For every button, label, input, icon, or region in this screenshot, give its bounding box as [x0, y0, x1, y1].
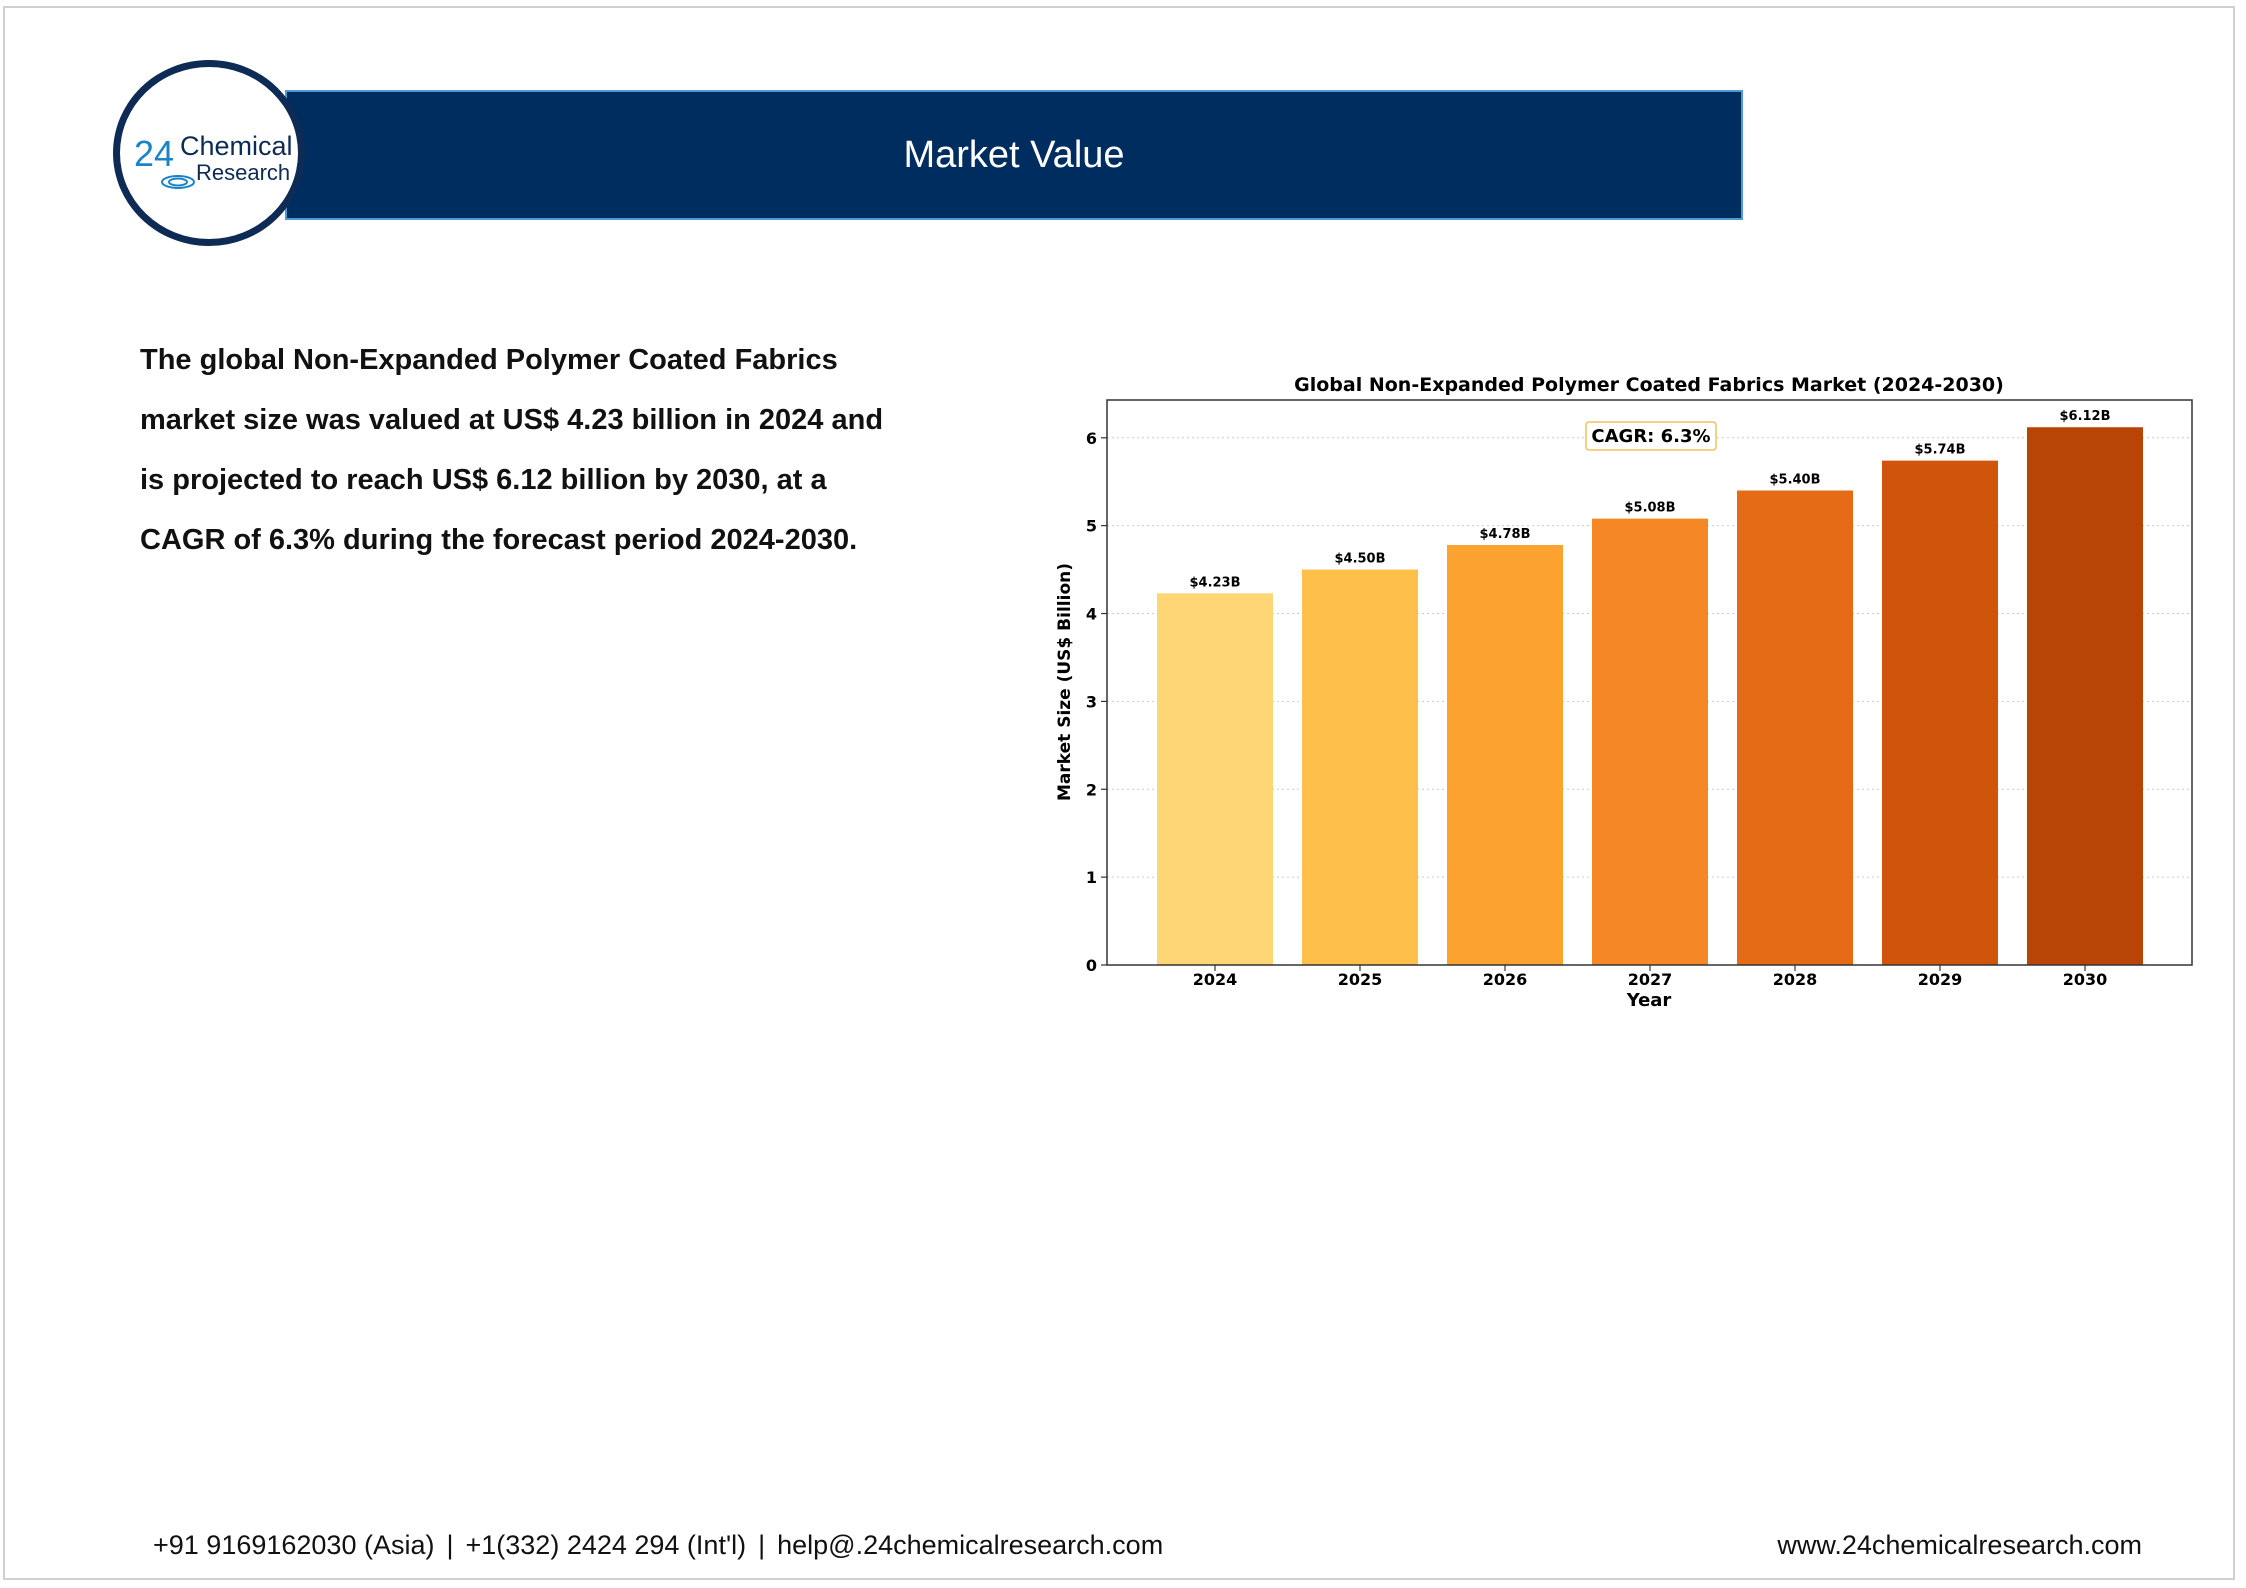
- bar-2029: [1882, 460, 1998, 965]
- bar-chart-svg: Global Non-Expanded Polymer Coated Fabri…: [1055, 374, 2193, 1011]
- header-banner: Market Value: [285, 90, 1743, 220]
- cagr-label: CAGR: 6.3%: [1591, 426, 1710, 447]
- data-label-2026: $4.78B: [1479, 527, 1530, 542]
- y-tick-label: 1: [1086, 868, 1097, 887]
- y-tick-label: 0: [1086, 956, 1097, 975]
- logo-swirl-icon: [161, 175, 195, 189]
- x-axis-label: Year: [1626, 990, 1672, 1011]
- bar-2027: [1592, 518, 1708, 965]
- x-tick-label: 2028: [1773, 970, 1818, 989]
- y-tick-label: 6: [1086, 429, 1097, 448]
- bar-2024: [1157, 593, 1273, 965]
- plot-frame: [1106, 399, 2193, 966]
- bar-2028: [1737, 490, 1853, 965]
- phone-asia[interactable]: +91 9169162030 (Asia): [153, 1530, 435, 1560]
- x-tick-label: 2026: [1483, 970, 1528, 989]
- cagr-annotation: CAGR: 6.3%: [1585, 421, 1717, 451]
- separator: |: [446, 1530, 454, 1560]
- data-label-2030: $6.12B: [2059, 409, 2110, 424]
- y-tick-label: 4: [1086, 605, 1097, 624]
- logo-word-research: Research: [196, 160, 291, 185]
- bar-2025: [1302, 569, 1418, 965]
- y-tick-label: 2: [1086, 780, 1097, 799]
- y-tick-label: 3: [1086, 692, 1097, 711]
- chart-title: Global Non-Expanded Polymer Coated Fabri…: [1294, 374, 2004, 396]
- separator: |: [758, 1530, 766, 1560]
- page-title: Market Value: [903, 133, 1125, 176]
- company-logo: 24 Chemical Research: [113, 60, 305, 246]
- x-tick-label: 2025: [1338, 970, 1383, 989]
- y-axis-label: Market Size (US$ Billion): [1055, 563, 1075, 801]
- y-tick-label: 5: [1086, 517, 1097, 536]
- data-label-2028: $5.40B: [1769, 473, 1820, 488]
- x-tick-label: 2027: [1628, 970, 1673, 989]
- x-tick-label: 2030: [2063, 970, 2108, 989]
- phone-intl[interactable]: +1(332) 2424 294 (Int'l): [465, 1530, 747, 1560]
- logo-number: 24: [134, 133, 175, 174]
- data-label-2025: $4.50B: [1334, 552, 1385, 567]
- x-tick-label: 2029: [1918, 970, 1963, 989]
- bar-2026: [1447, 544, 1563, 965]
- logo-word-chemical: Chemical: [180, 131, 293, 161]
- bar-2030: [2027, 427, 2143, 965]
- summary-text: The global Non-Expanded Polymer Coated F…: [140, 344, 884, 556]
- page-frame: [3, 6, 2235, 1580]
- footer-contact: +91 9169162030 (Asia) | +1(332) 2424 294 (…: [153, 1530, 1163, 1561]
- data-label-2027: $5.08B: [1624, 501, 1675, 516]
- data-label-2029: $5.74B: [1914, 443, 1965, 458]
- data-label-2024: $4.23B: [1189, 575, 1240, 590]
- website-link[interactable]: www.24chemicalresearch.com: [1777, 1530, 2142, 1560]
- x-tick-label: 2024: [1193, 970, 1238, 989]
- email-link[interactable]: help@.24chemicalresearch.com: [777, 1530, 1164, 1560]
- market-chart: Global Non-Expanded Polymer Coated Fabri…: [1050, 360, 2210, 1020]
